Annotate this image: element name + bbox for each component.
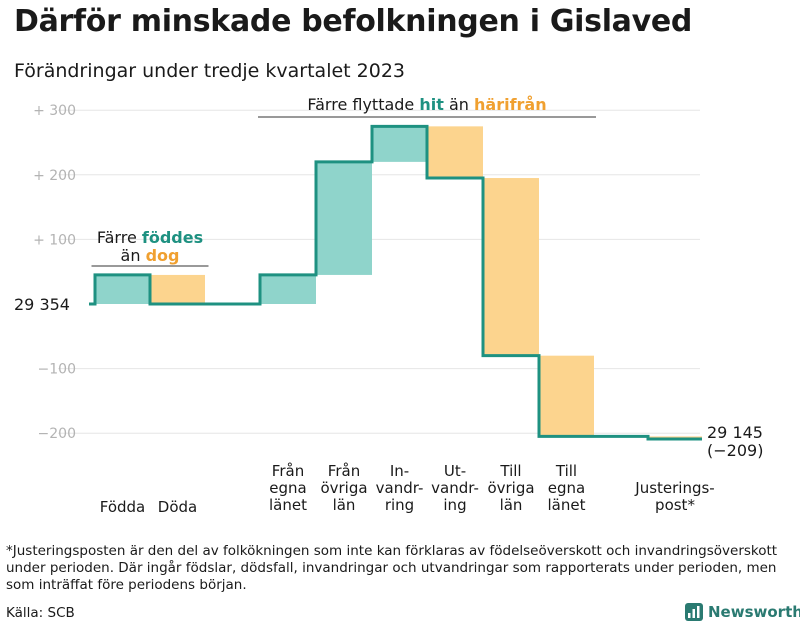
bar-decrease bbox=[483, 178, 539, 356]
y-tick-label: + 100 bbox=[33, 232, 76, 248]
bar-increase bbox=[260, 274, 316, 304]
annotation-text: Färre föddes bbox=[97, 228, 203, 247]
category-label: Från övriga län bbox=[320, 462, 367, 514]
logo-text: Newsworthy bbox=[708, 603, 800, 621]
waterfall-chart: + 300 + 200 + 100 −100 −200 29 354 29 145(−209… bbox=[14, 95, 763, 516]
chart-title: Därför minskade befolkningen i Gislaved bbox=[14, 4, 693, 39]
source-label: Källa: SCB bbox=[6, 605, 75, 621]
bars bbox=[95, 126, 702, 440]
bar-increase bbox=[372, 126, 427, 162]
y-tick-label: + 300 bbox=[33, 103, 76, 119]
category-label: Födda bbox=[100, 498, 146, 516]
end-value-label: 29 145 bbox=[707, 423, 763, 442]
bar-increase bbox=[316, 161, 372, 275]
y-tick-label: −200 bbox=[38, 426, 76, 442]
annotation-text: än dog bbox=[121, 246, 180, 265]
start-value-label: 29 354 bbox=[14, 295, 70, 314]
bar-decrease bbox=[150, 274, 205, 304]
footnote: *Justeringsposten är den del av folkökni… bbox=[6, 543, 778, 593]
category-label: Ut-vandr-ing bbox=[431, 462, 479, 514]
annotation-text: Färre flyttade hit än härifrån bbox=[307, 95, 546, 114]
category-label: In-vandr-ring bbox=[376, 462, 424, 514]
step-line-group bbox=[89, 124, 702, 441]
bar-increase bbox=[95, 274, 150, 304]
end-change-label: (−209) bbox=[707, 441, 763, 460]
category-label: Justerings-post* bbox=[634, 479, 714, 514]
y-tick-label: −100 bbox=[38, 362, 76, 378]
category-label: Till egna länet bbox=[548, 462, 586, 514]
y-tick-label: + 200 bbox=[33, 168, 76, 184]
category-label: Från egna länet bbox=[269, 462, 307, 514]
step-line bbox=[89, 124, 702, 441]
bar-decrease bbox=[427, 126, 483, 179]
labels: + 300 + 200 + 100 −100 −200 29 354 29 145(−209… bbox=[14, 95, 763, 516]
category-label: Döda bbox=[158, 498, 197, 516]
chart-subtitle: Förändringar under tredje kvartalet 2023 bbox=[14, 60, 406, 82]
bar-decrease bbox=[539, 355, 594, 437]
category-label: Till övriga län bbox=[487, 462, 534, 514]
bar-chart-icon bbox=[685, 603, 703, 621]
newsworthy-logo: Newsworthy bbox=[685, 600, 800, 624]
